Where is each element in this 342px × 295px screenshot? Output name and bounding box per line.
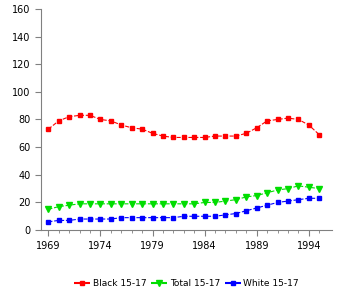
Legend: Black 15-17, Total 15-17, White 15-17: Black 15-17, Total 15-17, White 15-17: [70, 276, 303, 292]
